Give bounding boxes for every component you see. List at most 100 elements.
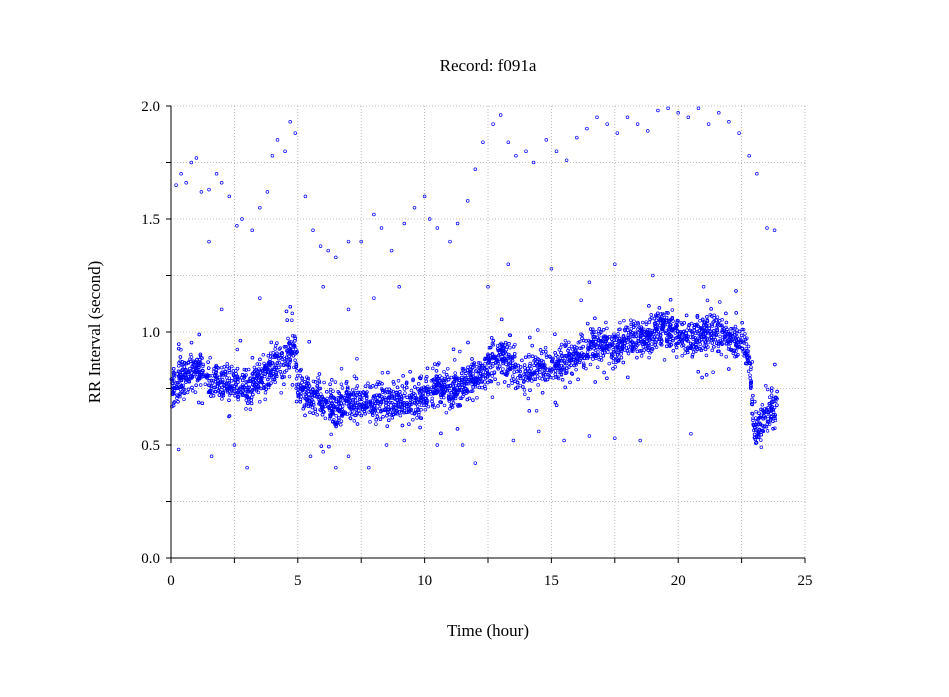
data-point <box>424 396 428 401</box>
data-point <box>595 365 600 369</box>
data-point <box>288 358 292 362</box>
data-point <box>362 401 366 405</box>
outlier-point <box>372 212 376 217</box>
data-point <box>315 383 320 388</box>
data-point <box>582 363 586 367</box>
data-point <box>346 393 351 397</box>
data-point <box>277 353 282 358</box>
data-point <box>687 323 691 328</box>
data-point <box>413 385 417 389</box>
data-point <box>430 396 434 401</box>
x-tick-label: 25 <box>798 573 813 589</box>
outlier-point <box>250 228 254 233</box>
data-point <box>743 337 748 342</box>
data-point <box>242 367 247 372</box>
data-point <box>353 401 358 405</box>
data-point <box>486 356 490 361</box>
data-point <box>665 319 669 323</box>
data-point <box>706 345 710 349</box>
y-tick-label: 2.0 <box>141 99 160 115</box>
data-point <box>242 385 246 390</box>
data-point <box>510 381 514 385</box>
data-point <box>368 402 373 407</box>
data-point <box>354 386 359 391</box>
data-point <box>500 343 505 347</box>
data-point <box>227 368 231 373</box>
data-point <box>704 353 709 358</box>
data-point <box>685 338 689 342</box>
data-point <box>468 371 473 375</box>
data-point <box>538 365 542 369</box>
outlier-point <box>367 465 371 470</box>
data-point <box>176 369 181 373</box>
data-point <box>748 373 752 377</box>
data-point <box>690 355 695 359</box>
data-point <box>225 389 230 394</box>
data-point <box>751 416 755 420</box>
data-point <box>654 326 659 331</box>
data-point <box>366 381 370 386</box>
data-point <box>466 340 470 345</box>
data-point <box>474 380 479 384</box>
data-point <box>468 365 473 369</box>
data-point <box>417 390 422 394</box>
data-point <box>244 373 248 377</box>
data-point <box>359 413 364 418</box>
data-point <box>268 361 272 366</box>
data-point <box>471 378 476 383</box>
data-point <box>299 391 303 396</box>
data-point <box>616 332 620 336</box>
data-point <box>186 387 191 392</box>
data-point <box>418 425 422 430</box>
data-point <box>421 391 425 396</box>
outlier-point <box>465 199 470 203</box>
data-point <box>198 353 203 358</box>
data-point <box>749 365 753 369</box>
data-point <box>336 408 340 413</box>
data-point <box>651 332 655 337</box>
data-point <box>177 346 181 351</box>
data-point <box>724 342 728 346</box>
data-point <box>622 344 626 349</box>
data-point <box>442 395 446 400</box>
data-point <box>597 357 602 362</box>
outlier-point <box>646 129 650 133</box>
outlier-point <box>176 447 181 452</box>
data-point <box>251 392 255 397</box>
data-point <box>219 372 224 377</box>
outlier-point <box>696 106 701 111</box>
data-point <box>658 333 663 337</box>
data-point <box>463 369 468 373</box>
data-point <box>439 386 443 390</box>
data-point <box>194 370 198 375</box>
data-point <box>543 372 548 377</box>
outlier-point <box>334 255 338 260</box>
data-point <box>282 345 287 349</box>
data-point <box>383 407 387 411</box>
data-point <box>754 422 758 427</box>
data-point <box>508 333 512 337</box>
outlier-point <box>717 111 721 115</box>
outlier-point <box>372 296 376 300</box>
outlier-point <box>209 454 214 459</box>
data-point <box>437 361 441 365</box>
data-point <box>675 318 680 323</box>
data-point <box>656 311 660 316</box>
data-point <box>620 346 624 351</box>
data-point <box>212 366 216 371</box>
data-point <box>352 374 357 378</box>
data-point <box>613 365 617 369</box>
data-point <box>257 362 262 366</box>
data-point <box>634 334 638 338</box>
data-point <box>685 328 689 332</box>
data-point <box>380 381 384 386</box>
data-point <box>616 353 620 357</box>
data-point <box>330 410 335 415</box>
outlier-point <box>765 226 769 230</box>
outlier-point <box>666 106 670 111</box>
data-point <box>762 414 766 418</box>
data-point <box>197 372 202 377</box>
data-point <box>573 360 577 365</box>
data-point <box>262 374 267 379</box>
data-point <box>447 397 451 402</box>
